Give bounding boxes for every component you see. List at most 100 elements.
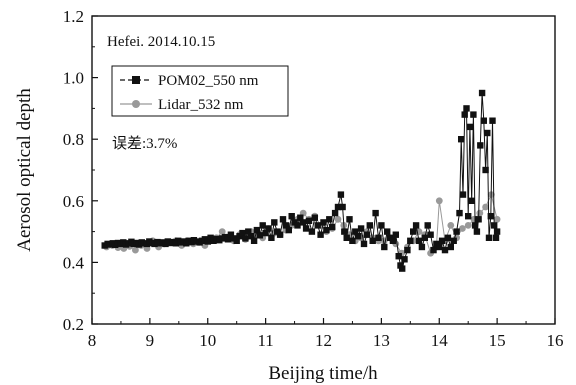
pom-point bbox=[450, 237, 457, 244]
pom-point bbox=[300, 219, 307, 226]
pom-point bbox=[346, 216, 353, 223]
pom-point bbox=[401, 256, 408, 263]
pom-point bbox=[369, 237, 376, 244]
axis-tick-labels: 8 9 10 11 12 13 14 15 16 0.2 0.4 0.6 0.8 1.0 1.2 bbox=[63, 7, 564, 350]
pom-point bbox=[447, 243, 454, 251]
lidar-point bbox=[493, 215, 501, 223]
pom-point bbox=[395, 253, 402, 260]
pom-point bbox=[436, 243, 443, 251]
pom-point bbox=[276, 231, 284, 238]
pom-point bbox=[326, 216, 333, 223]
pom-point bbox=[485, 234, 493, 241]
pom-point bbox=[466, 123, 474, 131]
pom-point bbox=[250, 237, 258, 244]
legend-label-lidar: Lidar_532 nm bbox=[158, 97, 244, 113]
pom-point bbox=[337, 191, 345, 198]
pom-point bbox=[473, 228, 481, 235]
pom-point bbox=[349, 237, 356, 244]
lidar-point bbox=[132, 246, 139, 254]
pom-point bbox=[463, 105, 470, 112]
pom-point bbox=[366, 222, 373, 229]
pom-point bbox=[204, 238, 211, 245]
x-tick-label: 13 bbox=[373, 331, 390, 350]
y-tick-label: 0.8 bbox=[63, 130, 84, 149]
pom-point bbox=[259, 222, 266, 229]
pom-point bbox=[482, 166, 489, 174]
lidar-point bbox=[482, 203, 489, 211]
pom-point bbox=[438, 237, 446, 244]
pom-point bbox=[378, 222, 385, 229]
lidar-point bbox=[447, 222, 455, 229]
pom-point bbox=[224, 236, 232, 243]
x-tick-label: 8 bbox=[88, 331, 97, 350]
pom-point bbox=[357, 225, 365, 232]
pom-point bbox=[424, 222, 431, 229]
x-tick-label: 16 bbox=[547, 331, 564, 350]
pom-point bbox=[487, 213, 494, 220]
pom-point bbox=[334, 203, 342, 211]
pom-point bbox=[248, 233, 255, 240]
pom-point bbox=[461, 111, 468, 118]
error-annotation: 误差:3.7% bbox=[112, 135, 177, 152]
pom-point bbox=[331, 209, 339, 217]
pom-point bbox=[484, 129, 491, 137]
y-tick-label: 1.2 bbox=[63, 7, 84, 26]
pom-point bbox=[285, 226, 292, 234]
y-tick-label: 1.0 bbox=[63, 69, 84, 88]
legend-box bbox=[111, 65, 289, 117]
pom-point bbox=[471, 222, 479, 229]
pom-point bbox=[430, 246, 437, 254]
legend: POM02_550 nm Lidar_532 nm bbox=[111, 65, 289, 117]
pom-point bbox=[339, 203, 346, 211]
pom-point bbox=[253, 226, 261, 234]
pom-point bbox=[265, 225, 272, 232]
legend-label-pom: POM02_550 nm bbox=[158, 73, 259, 89]
location-date-annotation: Hefei. 2014.10.15 bbox=[107, 34, 215, 50]
pom-point bbox=[470, 111, 477, 118]
y-tick-label: 0.6 bbox=[63, 192, 84, 211]
pom-point bbox=[262, 229, 269, 237]
pom-point bbox=[392, 231, 399, 238]
lidar-point bbox=[464, 222, 472, 229]
pom-point bbox=[468, 197, 475, 204]
pom-point bbox=[242, 235, 249, 242]
pom-point bbox=[320, 219, 327, 226]
pom-point bbox=[305, 217, 313, 224]
pom-point bbox=[314, 222, 321, 229]
pom-point bbox=[323, 226, 330, 234]
pom-point bbox=[418, 243, 426, 251]
pom-point bbox=[493, 228, 501, 235]
x-tick-label: 15 bbox=[489, 331, 506, 350]
pom-point bbox=[355, 233, 362, 240]
pom-series bbox=[101, 89, 501, 272]
pom-point bbox=[444, 234, 452, 241]
pom-point bbox=[279, 216, 287, 223]
pom-point bbox=[459, 191, 467, 198]
pom-point bbox=[410, 228, 417, 235]
pom-point bbox=[363, 231, 371, 238]
pom-point bbox=[317, 231, 324, 238]
pom-point bbox=[477, 142, 484, 149]
pom-point bbox=[412, 222, 420, 229]
legend-marker-lidar bbox=[132, 100, 140, 108]
pom-point bbox=[288, 213, 295, 220]
pom-point bbox=[475, 216, 482, 223]
y-tick-label: 0.4 bbox=[63, 253, 85, 272]
pom-point bbox=[297, 214, 304, 221]
pom-point bbox=[480, 117, 487, 124]
lidar-point bbox=[435, 197, 443, 205]
x-tick-label: 11 bbox=[257, 331, 273, 350]
pom-point bbox=[360, 240, 368, 248]
pom-point bbox=[407, 237, 414, 244]
x-tick-label: 14 bbox=[431, 331, 449, 350]
pom-point bbox=[329, 223, 336, 231]
pom-point bbox=[427, 231, 434, 238]
pom-point bbox=[441, 246, 449, 254]
pom-point bbox=[492, 234, 500, 241]
pom-point bbox=[256, 232, 263, 239]
x-tick-label: 9 bbox=[146, 331, 155, 350]
pom-point bbox=[352, 228, 359, 235]
pom-point bbox=[381, 243, 388, 251]
pom-point bbox=[456, 209, 463, 217]
pom-point bbox=[233, 237, 240, 244]
